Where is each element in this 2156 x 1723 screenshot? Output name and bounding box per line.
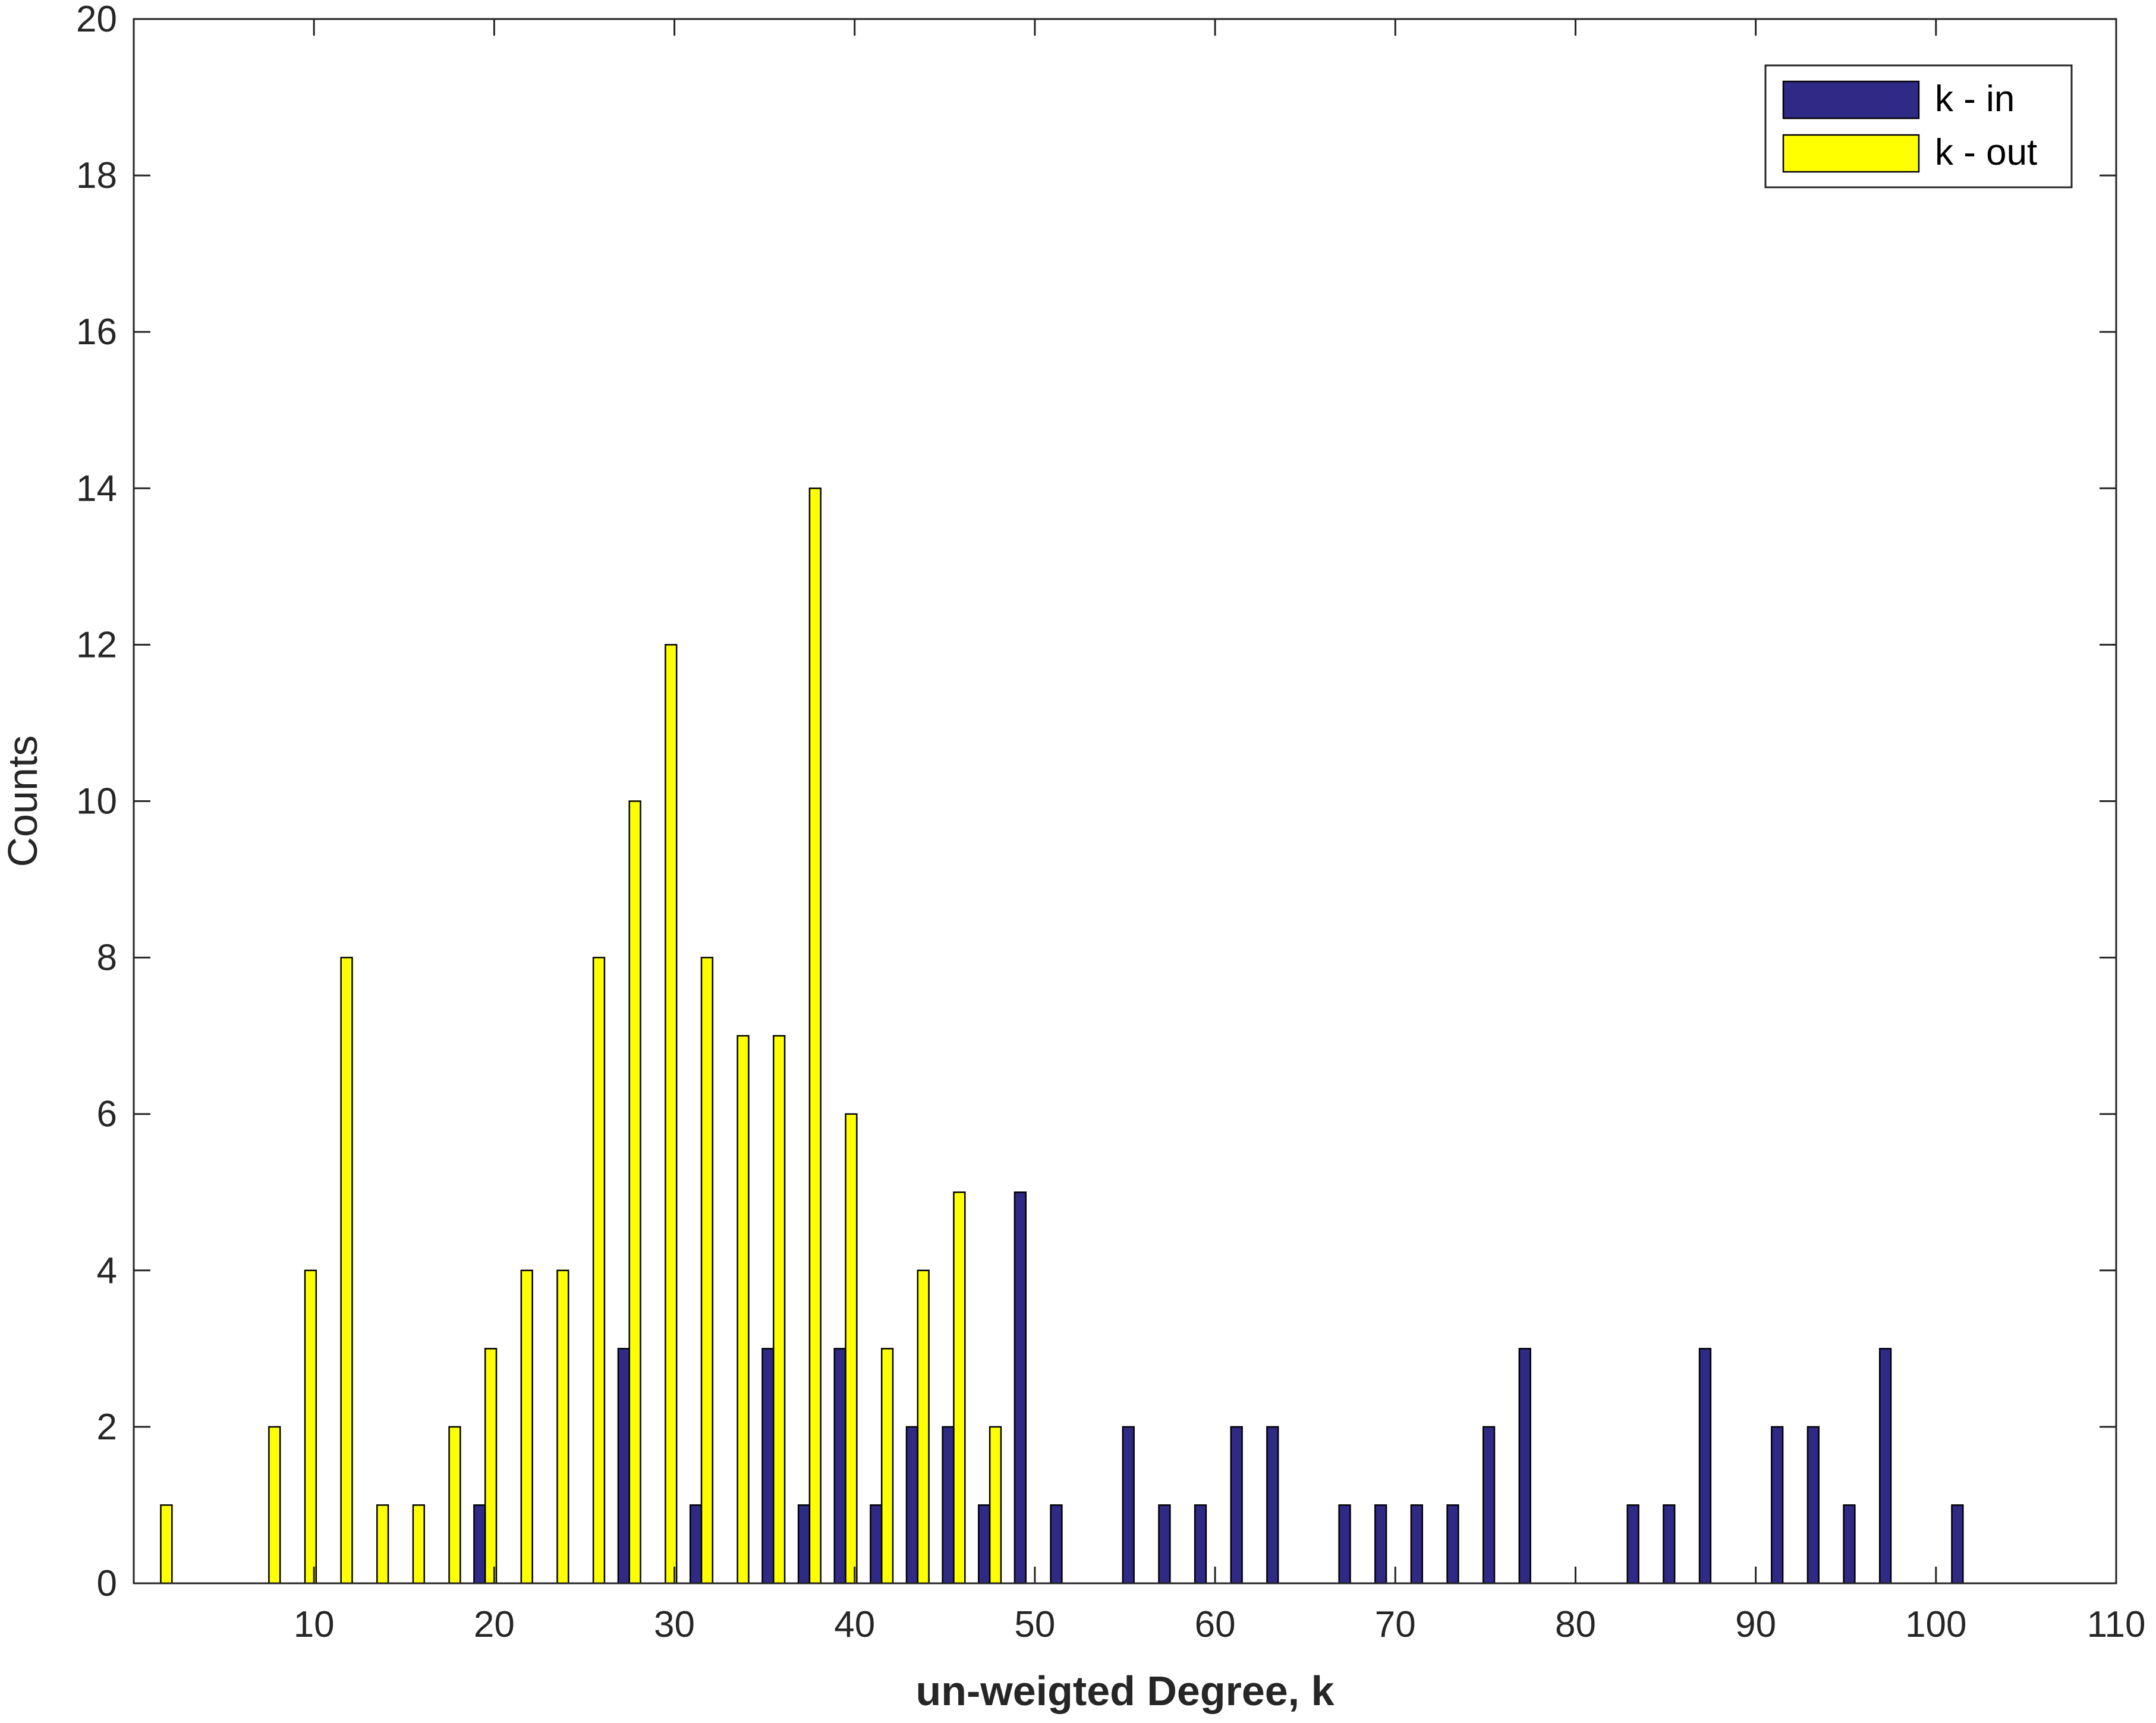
bar-k-in-20 [870, 1504, 883, 1584]
bar-k-in-48 [1878, 1348, 1892, 1584]
bar-k-in-23 [978, 1504, 991, 1584]
y-tick-label-7: 14 [76, 468, 117, 509]
x-tick-label-5: 60 [1195, 1604, 1236, 1645]
bar-k-in-22 [942, 1426, 955, 1584]
bar-k-in-9 [473, 1504, 486, 1584]
bar-k-in-19 [833, 1348, 846, 1584]
bar-k-in-28 [1158, 1504, 1171, 1584]
bar-k-in-18 [797, 1504, 811, 1584]
bar-k-in-21 [905, 1426, 919, 1584]
bar-k-out-12 [592, 957, 606, 1584]
bar-k-in-42 [1663, 1504, 1676, 1584]
bar-k-in-34 [1374, 1504, 1387, 1584]
bar-k-in-29 [1194, 1504, 1207, 1584]
bar-k-in-46 [1806, 1426, 1820, 1584]
plot-frame [133, 18, 2117, 1584]
bar-k-out-17 [773, 1035, 786, 1584]
bar-k-in-47 [1843, 1504, 1856, 1584]
tick-labels-group: 0 2 4 6 8 10 12 14 16 18 20 10 20 30 40 50 60 70 80 90 100 11… [76, 0, 2145, 1645]
bar-k-out-13 [628, 800, 641, 1584]
bar-k-in-15 [689, 1504, 703, 1584]
bar-k-in-50 [1951, 1504, 1964, 1584]
bar-k-out-23 [989, 1426, 1002, 1584]
bar-k-in-38 [1518, 1348, 1531, 1584]
bar-k-out-16 [736, 1035, 750, 1584]
bar-k-out-5 [340, 957, 353, 1584]
bar-k-in-33 [1338, 1504, 1351, 1584]
bar-k-in-25 [1050, 1504, 1063, 1584]
ticks-group [134, 18, 2117, 1584]
bar-k-out-14 [665, 644, 678, 1584]
x-tick-label-0: 10 [294, 1604, 335, 1645]
bar-k-in-31 [1266, 1426, 1279, 1584]
y-tick-label-0: 0 [97, 1563, 117, 1604]
y-tick-label-2: 4 [97, 1250, 117, 1291]
bar-k-out-8 [448, 1426, 461, 1584]
bar-k-in-43 [1698, 1348, 1712, 1584]
x-tick-label-2: 30 [654, 1604, 695, 1645]
bar-k-out-6 [376, 1504, 389, 1584]
y-axis-label: Counts [0, 735, 46, 867]
legend-label-k-out: k - out [1935, 132, 2037, 173]
bar-k-in-41 [1626, 1504, 1639, 1584]
bar-k-in-37 [1482, 1426, 1496, 1584]
bar-k-out-10 [520, 1269, 533, 1584]
bar-k-out-21 [917, 1269, 930, 1584]
x-axis-label: un-weigted Degree, k [915, 1668, 1334, 1714]
x-tick-label-4: 50 [1014, 1604, 1055, 1645]
y-tick-label-8: 16 [76, 312, 117, 353]
bar-k-out-4 [304, 1269, 317, 1584]
legend-swatch-k-out [1782, 134, 1920, 173]
y-tick-label-3: 6 [97, 1094, 117, 1135]
bar-k-out-20 [880, 1348, 894, 1584]
bar-k-in-27 [1122, 1426, 1135, 1584]
bar-k-in-30 [1230, 1426, 1243, 1584]
bar-k-out-22 [953, 1191, 966, 1584]
legend: k - in k - out [1764, 64, 2073, 188]
bar-k-out-3 [268, 1426, 281, 1584]
y-tick-label-6: 12 [76, 624, 117, 665]
y-tick-label-1: 2 [97, 1407, 117, 1448]
bar-k-out-18 [808, 488, 822, 1584]
y-tick-label-5: 10 [76, 781, 117, 822]
legend-swatch-k-in [1782, 80, 1920, 120]
bar-k-in-24 [1014, 1191, 1027, 1584]
x-tick-label-1: 20 [474, 1604, 515, 1645]
bar-k-out-19 [845, 1113, 858, 1584]
bar-k-out-0 [160, 1504, 173, 1584]
x-tick-label-7: 80 [1555, 1604, 1596, 1645]
legend-label-k-in: k - in [1935, 78, 2015, 120]
bar-k-out-7 [412, 1504, 425, 1584]
bar-k-in-45 [1771, 1426, 1784, 1584]
bar-k-in-36 [1446, 1504, 1459, 1584]
bar-k-out-9 [484, 1348, 498, 1584]
y-tick-label-10: 20 [76, 0, 117, 40]
x-tick-label-10: 110 [2087, 1604, 2146, 1645]
y-tick-label-9: 18 [76, 155, 117, 196]
bar-k-out-15 [700, 957, 714, 1584]
x-tick-label-9: 100 [1905, 1604, 1966, 1645]
bar-k-in-13 [617, 1348, 631, 1584]
x-tick-label-6: 70 [1375, 1604, 1416, 1645]
x-tick-label-3: 40 [834, 1604, 875, 1645]
bar-k-in-35 [1410, 1504, 1423, 1584]
bar-k-in-17 [761, 1348, 775, 1584]
bar-k-out-11 [556, 1269, 569, 1584]
plot-area [134, 19, 2116, 1583]
x-tick-label-8: 90 [1735, 1604, 1776, 1645]
y-tick-label-4: 8 [97, 938, 117, 979]
